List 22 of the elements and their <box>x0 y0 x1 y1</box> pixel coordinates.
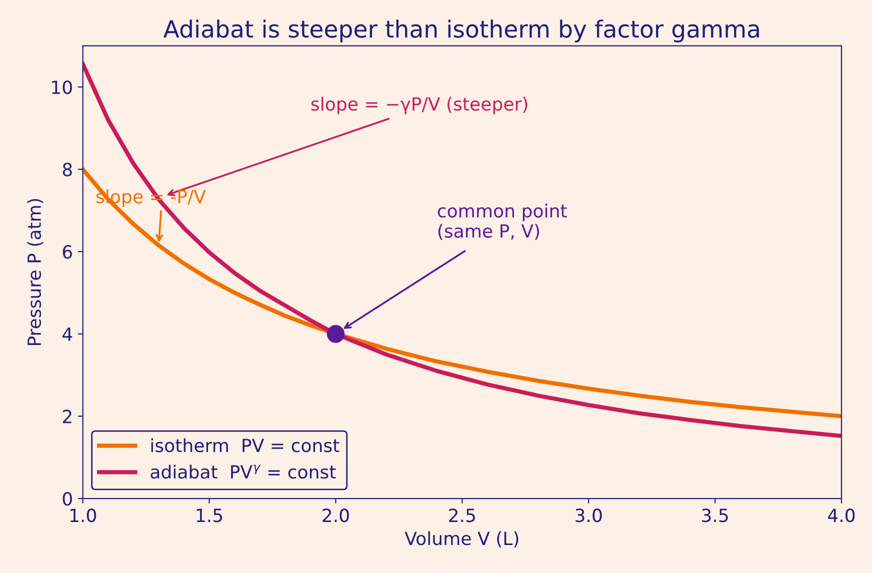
x-tick-label: 2.0 <box>322 508 349 522</box>
x-tick-label: 3.5 <box>702 508 728 522</box>
y-tick-label: 0 <box>62 492 72 506</box>
x-tick-label: 1.0 <box>70 508 96 522</box>
y-tick-label: 8 <box>62 162 72 176</box>
y-axis-title: Pressure P (atm) <box>27 199 44 346</box>
y-tick-label: 10 <box>52 80 72 94</box>
line-series <box>82 62 842 438</box>
x-tick-label: 2.5 <box>449 508 475 522</box>
annotation: slope = −γP/V (steeper) <box>311 96 528 114</box>
x-tick-label: 3.0 <box>576 508 602 522</box>
y-tick-label: 4 <box>62 328 72 341</box>
line-series <box>82 167 842 418</box>
legend-label: adiabat PV$^{γ}$ = const <box>150 464 336 479</box>
y-tick-label: 6 <box>62 245 72 259</box>
annotation: common point (same P, V) <box>438 204 567 240</box>
legend-label: isotherm PV = const <box>151 438 340 452</box>
x-axis-title: Volume V (L) <box>404 531 518 548</box>
chart-title: Adiabat is steeper than isotherm by factor gamma <box>163 20 759 42</box>
x-tick-label: 4.0 <box>828 508 855 522</box>
y-tick-label: 2 <box>62 410 72 424</box>
x-tick-label: 1.5 <box>196 508 222 522</box>
